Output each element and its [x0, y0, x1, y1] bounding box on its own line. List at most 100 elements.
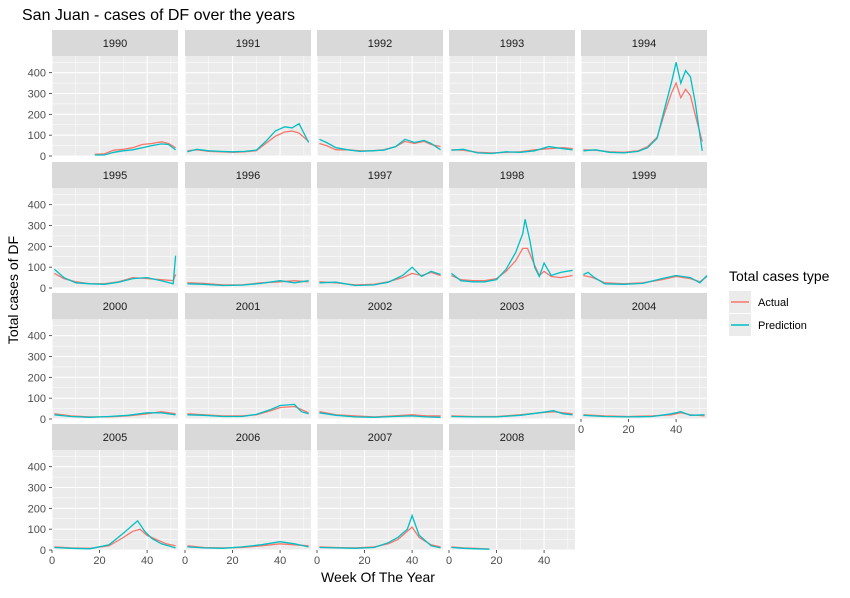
facet-panel-1997: 1997 — [316, 162, 443, 289]
x-tick-label: 0 — [49, 555, 55, 567]
series-line-prediction-1997 — [319, 266, 441, 287]
facet-panel-1994: 1994 — [580, 30, 707, 157]
strip-label-2005: 2005 — [103, 432, 127, 444]
y-tick-label: 100 — [28, 524, 46, 536]
strip-1992 — [317, 30, 443, 56]
x-tick-label: 0 — [182, 555, 188, 567]
strip-1991 — [185, 30, 311, 56]
facet-panel-1995: 1995 0 100 200 300 400 — [28, 162, 178, 295]
series-line-prediction-2003 — [451, 410, 573, 418]
panel-background-1994 — [581, 56, 707, 156]
facet-panel-2007: 2007 0 20 40 — [314, 424, 443, 567]
facet-panel-1991: 1991 — [184, 30, 311, 157]
facet-panel-2004: 2004 0 20 40 — [578, 293, 707, 436]
series-line-prediction-2002 — [319, 412, 441, 418]
facet-panel-1998: 1998 — [448, 162, 575, 289]
x-tick-label: 20 — [622, 424, 634, 436]
strip-label-1991: 1991 — [236, 38, 260, 50]
y-tick-label: 100 — [28, 393, 46, 405]
strip-label-1995: 1995 — [103, 170, 127, 182]
y-tick-label: 400 — [28, 200, 46, 212]
y-tick-label: 200 — [28, 241, 46, 253]
strip-label-2006: 2006 — [236, 432, 260, 444]
series-line-prediction-1991 — [187, 122, 310, 153]
panel-background-1993 — [449, 56, 575, 156]
x-tick-label: 40 — [406, 555, 418, 567]
strip-label-2008: 2008 — [500, 432, 524, 444]
series-line-prediction-1992 — [319, 138, 441, 153]
panel-background-1997 — [317, 188, 443, 288]
x-tick-label: 0 — [578, 424, 584, 436]
facet-panel-2002: 2002 — [316, 293, 443, 420]
strip-2007 — [317, 424, 443, 450]
panel-background-2002 — [317, 319, 443, 419]
legend-label-actual: Actual — [758, 297, 789, 309]
chart-title: San Juan - cases of DF over the years — [22, 7, 295, 24]
strip-label-1993: 1993 — [500, 38, 524, 50]
panel-background-2008 — [449, 450, 575, 550]
y-tick-label: 300 — [28, 89, 46, 101]
y-tick-label: 200 — [28, 372, 46, 384]
y-tick-label: 400 — [28, 68, 46, 80]
x-tick-label: 40 — [670, 424, 682, 436]
x-tick-label: 0 — [314, 555, 320, 567]
strip-label-2002: 2002 — [368, 301, 392, 313]
panel-background-1991 — [185, 56, 311, 156]
panel-background-2005 — [52, 450, 178, 550]
strip-label-1992: 1992 — [368, 38, 392, 50]
panel-background-1999 — [581, 188, 707, 288]
x-axis-label: Week Of The Year — [321, 569, 435, 585]
x-tick-label: 40 — [274, 555, 286, 567]
series-line-prediction-2006 — [187, 541, 309, 549]
facet-panel-1996: 1996 — [184, 162, 311, 289]
strip-label-1990: 1990 — [103, 38, 127, 50]
y-tick-label: 300 — [28, 221, 46, 233]
y-tick-label: 300 — [28, 352, 46, 364]
series-line-prediction-1996 — [187, 280, 309, 287]
series-line-prediction-2007 — [319, 513, 441, 549]
y-tick-label: 400 — [28, 331, 46, 343]
strip-1990 — [52, 30, 178, 56]
x-tick-label: 20 — [93, 555, 105, 567]
facet-panel-1999: 1999 — [580, 162, 708, 289]
strip-label-1996: 1996 — [236, 170, 260, 182]
facet-panel-1992: 1992 — [316, 30, 443, 157]
x-tick-label: 40 — [141, 555, 153, 567]
series-line-prediction-1990 — [94, 143, 176, 156]
facet-panel-2006: 2006 0 20 40 — [182, 424, 311, 567]
facet-panel-2003: 2003 — [448, 293, 575, 420]
strip-2001 — [185, 293, 311, 319]
strip-1998 — [449, 162, 575, 188]
legend: Total cases type Actual Prediction — [729, 268, 830, 336]
strip-2004 — [581, 293, 707, 319]
strip-1999 — [581, 162, 707, 188]
y-tick-label: 0 — [40, 545, 46, 557]
x-tick-label: 20 — [490, 555, 502, 567]
series-line-prediction-1998 — [451, 219, 573, 283]
y-tick-label: 400 — [28, 462, 46, 474]
x-tick-label: 20 — [226, 555, 238, 567]
strip-2006 — [185, 424, 311, 450]
legend-title: Total cases type — [729, 268, 830, 284]
series-line-prediction-1999 — [583, 271, 708, 285]
facet-panel-2005: 2005 0 100 200 300 400 0 20 40 — [28, 424, 178, 567]
series-line-prediction-1995 — [53, 255, 177, 285]
series-line-prediction-2008 — [451, 546, 490, 550]
x-tick-label: 40 — [538, 555, 550, 567]
y-axis-label: Total cases of DF — [5, 236, 21, 344]
y-tick-label: 0 — [40, 414, 46, 426]
strip-1993 — [449, 30, 575, 56]
series-line-prediction-1994 — [583, 62, 703, 154]
panel-background-1998 — [449, 188, 575, 288]
series-line-actual-1990 — [94, 141, 176, 155]
panel-background-2003 — [449, 319, 575, 419]
y-tick-label: 200 — [28, 109, 46, 121]
strip-2003 — [449, 293, 575, 319]
series-line-prediction-2004 — [583, 411, 705, 418]
strip-label-1998: 1998 — [500, 170, 524, 182]
y-tick-label: 0 — [40, 151, 46, 163]
panel-background-2000 — [52, 319, 178, 419]
strip-label-2004: 2004 — [632, 301, 656, 313]
facet-panel-1990: 1990 0 100 200 300 400 — [28, 30, 178, 163]
